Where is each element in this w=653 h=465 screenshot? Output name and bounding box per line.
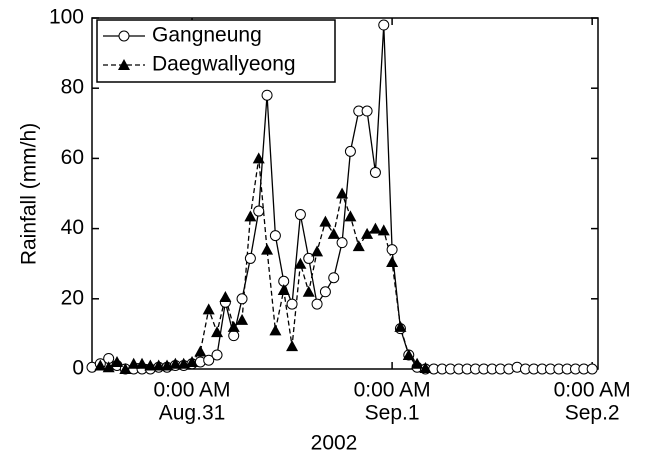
marker xyxy=(244,252,256,264)
marker xyxy=(102,361,115,373)
marker xyxy=(136,357,149,369)
marker xyxy=(378,19,390,31)
marker xyxy=(328,272,340,284)
marker xyxy=(294,257,307,269)
marker xyxy=(253,205,265,217)
x-axis-label: 2002 xyxy=(311,432,358,455)
marker xyxy=(344,145,356,157)
marker xyxy=(336,237,348,249)
marker xyxy=(252,152,265,164)
marker xyxy=(369,222,382,234)
marker xyxy=(361,227,374,239)
marker xyxy=(303,252,315,264)
marker xyxy=(419,361,432,373)
marker xyxy=(111,355,124,367)
marker xyxy=(319,215,332,227)
marker xyxy=(344,210,357,222)
y-tick-label: 0 xyxy=(72,357,84,380)
marker xyxy=(119,363,132,374)
y-tick-label: 100 xyxy=(49,6,84,29)
y-tick-label: 40 xyxy=(61,216,84,239)
x-tick-date: Sep.2 xyxy=(565,402,620,425)
x-tick-label: 0:00 AM xyxy=(554,379,631,402)
marker xyxy=(261,89,273,101)
legend-label: Daegwallyeong xyxy=(152,53,296,76)
marker xyxy=(386,244,398,256)
series-line xyxy=(100,158,426,370)
marker xyxy=(286,340,299,352)
marker xyxy=(352,240,365,252)
marker xyxy=(219,291,232,303)
marker xyxy=(386,255,399,267)
legend-marker xyxy=(118,30,130,42)
marker xyxy=(327,227,340,239)
marker xyxy=(311,298,323,310)
plot-frame xyxy=(91,17,599,370)
marker xyxy=(227,320,240,332)
marker xyxy=(302,285,315,297)
marker xyxy=(369,166,381,178)
x-tick-date: Sep.1 xyxy=(365,402,420,425)
marker xyxy=(377,224,390,236)
marker xyxy=(411,357,424,369)
marker xyxy=(211,326,224,338)
marker xyxy=(236,313,249,325)
marker xyxy=(194,345,207,357)
marker xyxy=(261,243,274,255)
marker xyxy=(586,363,598,375)
marker xyxy=(127,357,140,369)
legend-label: Gangneung xyxy=(152,24,262,47)
y-tick-label: 20 xyxy=(61,286,84,309)
marker xyxy=(152,359,165,371)
marker xyxy=(294,209,306,221)
marker xyxy=(311,245,324,257)
x-tick-label: 0:00 AM xyxy=(154,379,231,402)
marker xyxy=(319,286,331,298)
y-tick-label: 80 xyxy=(61,76,84,99)
marker xyxy=(336,187,349,199)
marker xyxy=(228,330,240,342)
y-axis-label: Rainfall (mm/h) xyxy=(18,123,41,265)
marker xyxy=(211,349,223,361)
marker xyxy=(202,303,215,315)
marker xyxy=(402,348,415,360)
marker xyxy=(361,105,373,117)
marker xyxy=(286,298,298,310)
marker xyxy=(269,324,282,336)
marker xyxy=(269,230,281,242)
marker xyxy=(203,354,215,366)
marker xyxy=(394,320,407,332)
marker xyxy=(144,359,157,371)
legend-box xyxy=(96,19,336,83)
marker xyxy=(277,284,290,296)
x-tick-label: 0:00 AM xyxy=(354,379,431,402)
x-tick-date: Aug.31 xyxy=(159,402,226,425)
y-tick-label: 60 xyxy=(61,146,84,169)
legend-marker xyxy=(118,59,130,70)
marker xyxy=(186,355,199,367)
marker xyxy=(94,359,107,371)
marker xyxy=(236,293,248,305)
marker xyxy=(244,210,257,222)
marker xyxy=(169,357,182,369)
